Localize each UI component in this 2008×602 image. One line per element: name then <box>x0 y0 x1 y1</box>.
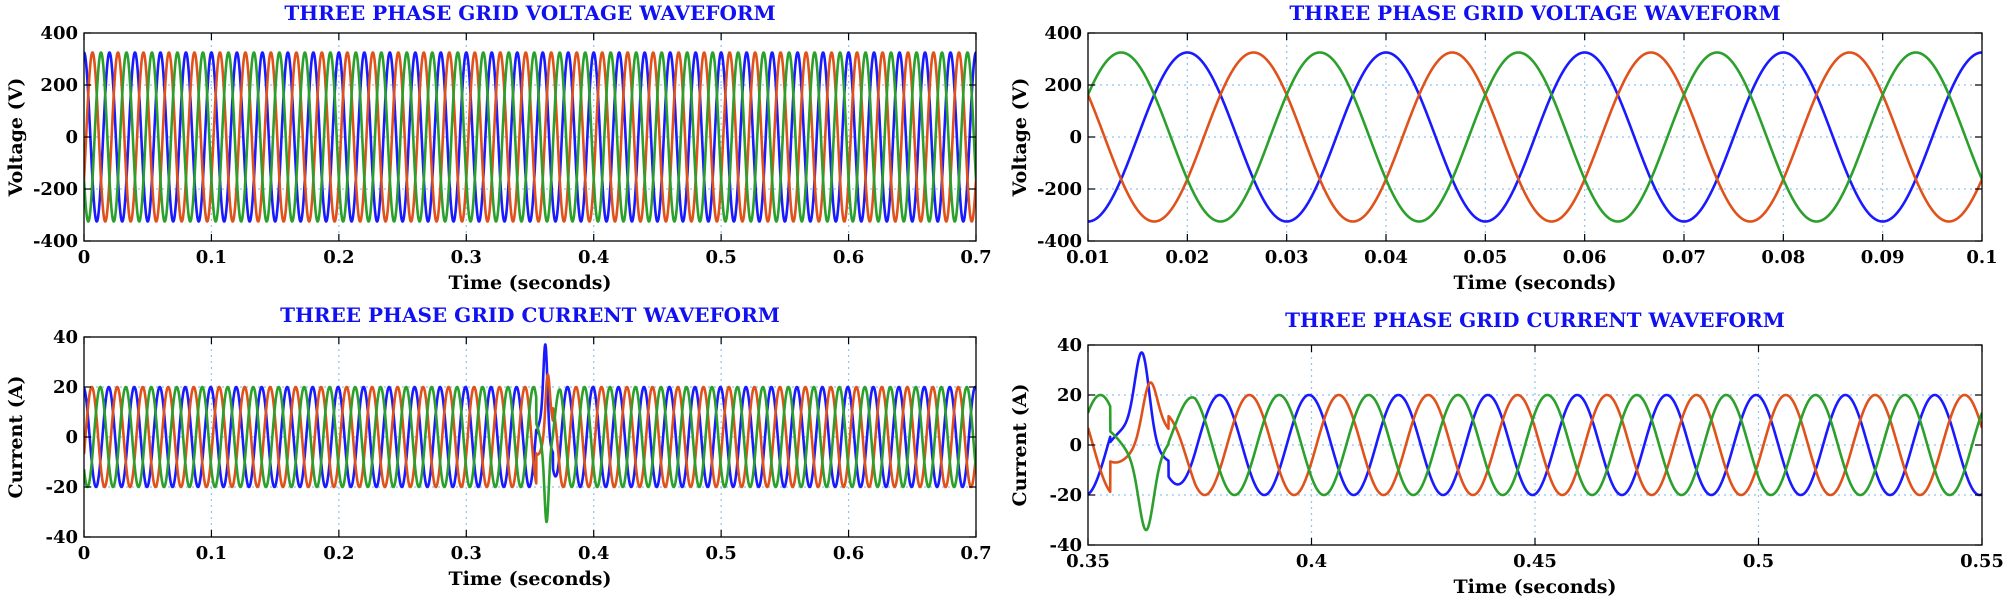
y-tick-label: 40 <box>53 327 78 348</box>
x-tick-label: 0.5 <box>705 247 736 268</box>
x-tick-label: 0.4 <box>578 247 609 268</box>
y-tick-label: 0 <box>1069 435 1082 456</box>
series-group <box>84 51 976 223</box>
x-tick-label: 0.5 <box>1743 551 1774 572</box>
series-line-3 <box>1088 393 1982 532</box>
y-tick-label: -200 <box>33 179 78 200</box>
x-tick-label: 0.2 <box>323 247 354 268</box>
y-tick-label: -40 <box>1049 535 1082 556</box>
x-tick-label: 0.1 <box>196 247 227 268</box>
series-line-1 <box>84 343 976 489</box>
series-line-2 <box>84 373 976 489</box>
series-group <box>1088 351 1982 532</box>
x-tick-label: 0 <box>78 543 91 564</box>
x-tick-label: 0.4 <box>578 543 609 564</box>
x-tick-label: 0.03 <box>1265 247 1309 268</box>
series-line-2 <box>1088 51 1982 223</box>
y-axis-label: Current (A) <box>1009 384 1031 507</box>
y-axis-label: Current (A) <box>5 376 27 499</box>
series-line-1 <box>1088 51 1982 223</box>
x-tick-label: 0.4 <box>1296 551 1327 572</box>
x-tick-label: 0.2 <box>323 543 354 564</box>
x-tick-label: 0.04 <box>1364 247 1408 268</box>
chart-title: THREE PHASE GRID CURRENT WAVEFORM <box>280 303 780 327</box>
y-tick-label: 400 <box>40 23 78 44</box>
y-axis-label: Voltage (V) <box>1009 78 1031 198</box>
x-tick-label: 0.01 <box>1066 247 1110 268</box>
y-tick-label: -40 <box>45 527 78 548</box>
chart-p4: 0.35 0.4 0.45 0.5 0.55 40 20 0 -20 -40 THREE PHASE… <box>1009 308 2004 598</box>
x-tick-label: 0 <box>78 247 91 268</box>
x-tick-label: 0.07 <box>1662 247 1706 268</box>
x-tick-label: 0.05 <box>1463 247 1507 268</box>
x-tick-label: 0.09 <box>1861 247 1905 268</box>
chart-title: THREE PHASE GRID VOLTAGE WAVEFORM <box>284 1 775 25</box>
x-axis-label: Time (seconds) <box>1454 576 1617 598</box>
x-tick-label: 0.3 <box>451 543 482 564</box>
y-tick-label: 400 <box>1044 23 1082 44</box>
chart-p2: 0.01 0.02 0.03 0.04 0.05 0.06 0.07 0.08 0.09 0.1 4… <box>1009 1 1998 294</box>
y-tick-label: 20 <box>1057 385 1082 406</box>
y-tick-label: -400 <box>1037 231 1082 252</box>
series-line-2 <box>1088 381 1982 497</box>
y-tick-label: 20 <box>53 377 78 398</box>
y-tick-label: 0 <box>1069 127 1082 148</box>
chart-title: THREE PHASE GRID CURRENT WAVEFORM <box>1285 308 1785 332</box>
series-line-3 <box>84 51 976 223</box>
x-tick-label: 0.02 <box>1165 247 1209 268</box>
chart-p3: 0 0.1 0.2 0.3 0.4 0.5 0.6 0.7 40 20 0 -20 -40 THREE P… <box>5 303 992 590</box>
y-tick-label: 0 <box>65 127 78 148</box>
x-tick-label: 0.55 <box>1960 551 2004 572</box>
chart-title: THREE PHASE GRID VOLTAGE WAVEFORM <box>1289 1 1780 25</box>
y-tick-label: 0 <box>65 427 78 448</box>
y-tick-label: 200 <box>40 75 78 96</box>
x-tick-label: 0.3 <box>451 247 482 268</box>
series-line-3 <box>84 385 976 524</box>
y-tick-label: -20 <box>45 477 78 498</box>
x-tick-label: 0.6 <box>833 543 864 564</box>
x-tick-label: 0.7 <box>960 543 991 564</box>
y-tick-label: -400 <box>33 231 78 252</box>
x-tick-label: 0.08 <box>1761 247 1805 268</box>
y-tick-label: 200 <box>1044 75 1082 96</box>
x-tick-label: 0.1 <box>196 543 227 564</box>
y-tick-label: -20 <box>1049 485 1082 506</box>
x-tick-label: 0.7 <box>960 247 991 268</box>
x-tick-label: 0.1 <box>1966 247 1997 268</box>
y-tick-label: -200 <box>1037 179 1082 200</box>
x-tick-label: 0.06 <box>1563 247 1607 268</box>
x-tick-label: 0.45 <box>1513 551 1557 572</box>
series-group <box>1088 51 1982 223</box>
x-tick-label: 0.35 <box>1066 551 1110 572</box>
x-axis-label: Time (seconds) <box>449 272 612 294</box>
series-line-1 <box>1088 351 1982 497</box>
x-axis-label: Time (seconds) <box>1454 272 1617 294</box>
x-tick-label: 0.6 <box>833 247 864 268</box>
x-tick-label: 0.5 <box>705 543 736 564</box>
x-axis-label: Time (seconds) <box>449 568 612 590</box>
y-tick-label: 40 <box>1057 335 1082 356</box>
y-axis-label: Voltage (V) <box>5 78 27 198</box>
series-line-3 <box>1088 51 1982 223</box>
chart-p1: 0 0.1 0.2 0.3 0.4 0.5 0.6 0.7 400 200 0 -200 -400 THR… <box>5 1 992 294</box>
series-group <box>84 343 976 524</box>
